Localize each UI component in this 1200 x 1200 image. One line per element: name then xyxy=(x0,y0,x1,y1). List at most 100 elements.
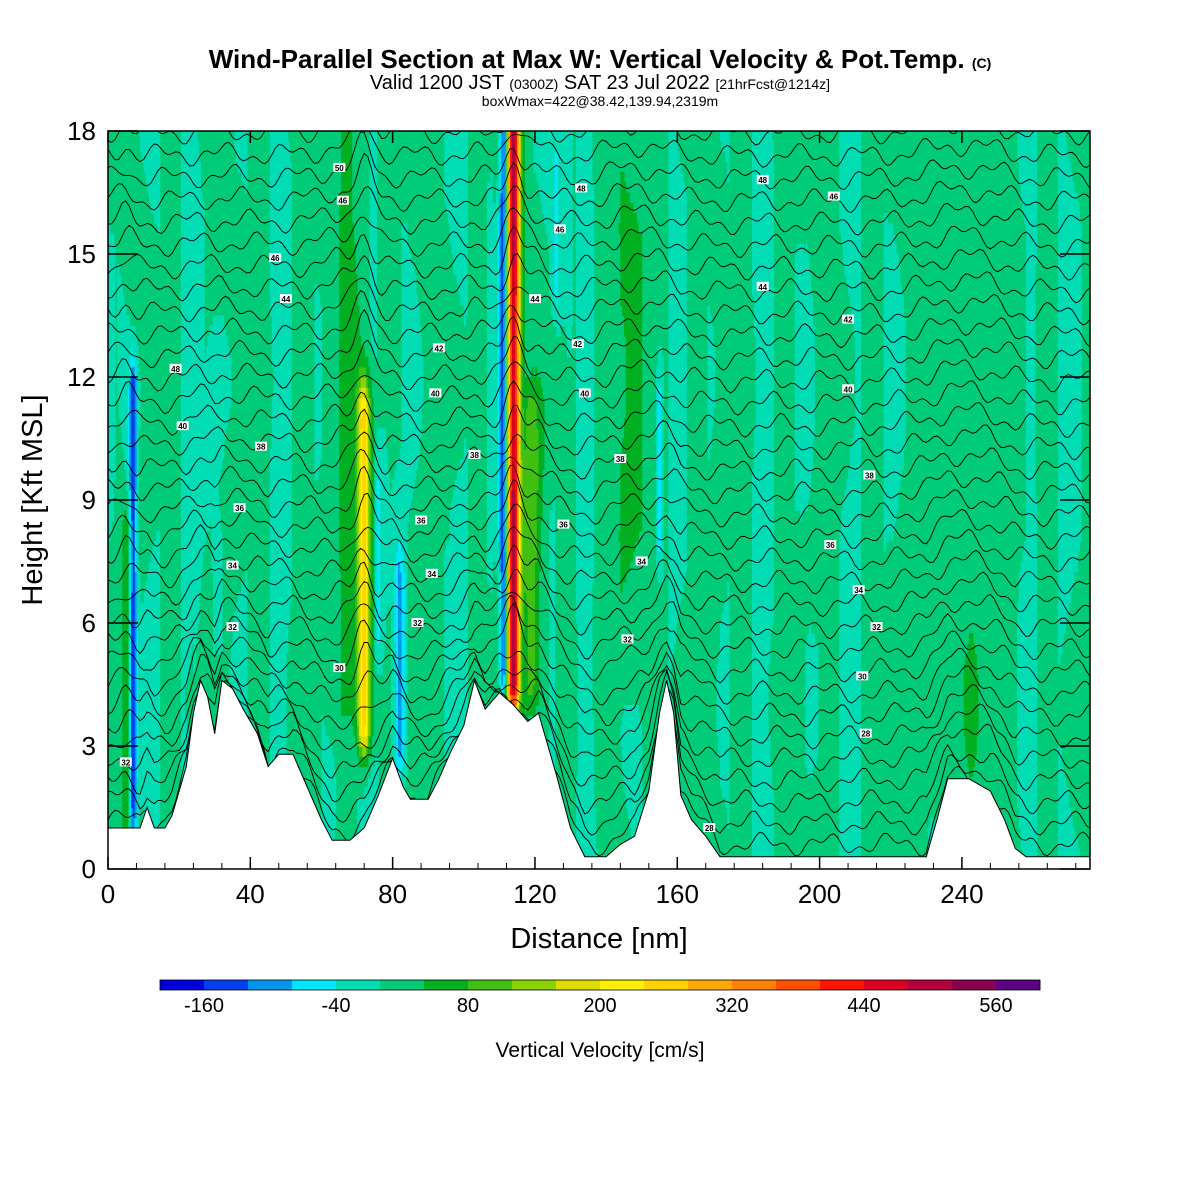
velocity-cell xyxy=(1024,131,1027,224)
velocity-cell xyxy=(1034,500,1038,869)
velocity-cell xyxy=(753,428,757,869)
velocity-cell xyxy=(535,366,538,399)
velocity-cell xyxy=(807,633,810,778)
theta-label-box xyxy=(425,568,438,578)
velocity-cell xyxy=(887,223,890,542)
velocity-cell xyxy=(499,192,502,573)
velocity-cell xyxy=(401,551,404,768)
velocity-cell xyxy=(499,131,502,194)
velocity-cell xyxy=(364,735,367,747)
velocity-cell xyxy=(901,295,904,470)
velocity-cell xyxy=(189,131,193,655)
velocity-cell xyxy=(808,623,812,778)
velocity-cell xyxy=(848,131,851,296)
colorbar-swatch xyxy=(820,980,865,990)
velocity-cell xyxy=(127,387,130,470)
velocity-cell xyxy=(659,387,662,552)
theta-label: 32 xyxy=(413,619,422,628)
theta-label: 32 xyxy=(121,758,130,767)
velocity-cell xyxy=(284,131,287,869)
velocity-cell xyxy=(321,715,324,869)
velocity-cell xyxy=(364,387,367,399)
velocity-cell xyxy=(659,551,662,583)
velocity-cell xyxy=(639,725,643,860)
velocity-cell xyxy=(535,397,538,563)
velocity-cell xyxy=(816,643,819,757)
theta-label-box xyxy=(824,540,837,550)
velocity-cell xyxy=(454,479,458,869)
velocity-cell xyxy=(755,131,758,869)
velocity-cell xyxy=(333,776,337,829)
velocity-cell xyxy=(620,172,623,306)
velocity-cell xyxy=(1017,131,1020,163)
velocity-cell xyxy=(529,397,532,696)
theta-label: 38 xyxy=(470,451,479,460)
velocity-cell xyxy=(134,336,138,368)
velocity-cell xyxy=(545,131,548,235)
theta-label-box xyxy=(119,757,132,767)
velocity-cell xyxy=(188,131,191,665)
velocity-cell xyxy=(892,233,895,532)
theta-label-box xyxy=(333,162,346,172)
velocity-cell xyxy=(627,192,630,573)
colorbar-swatch xyxy=(336,980,381,990)
velocity-cell xyxy=(380,428,383,675)
velocity-cell xyxy=(236,131,239,163)
velocity-cell xyxy=(639,233,643,532)
velocity-cell xyxy=(456,131,460,286)
velocity-cell xyxy=(364,756,367,768)
velocity-cell xyxy=(369,131,372,327)
velocity-cell xyxy=(376,643,379,675)
chart-title-text: Wind-Parallel Section at Max W: Vertical… xyxy=(208,44,965,74)
velocity-cell xyxy=(362,377,365,388)
velocity-cell xyxy=(125,315,129,491)
velocity-cell xyxy=(1018,571,1022,829)
theta-label-box xyxy=(578,388,591,398)
velocity-cell xyxy=(796,243,799,511)
velocity-cell xyxy=(554,295,557,327)
colorbar-tick-label: 80 xyxy=(457,995,479,1017)
velocity-cell xyxy=(522,407,525,634)
velocity-cell xyxy=(366,377,369,388)
velocity-cell xyxy=(558,131,561,337)
velocity-cell xyxy=(385,448,388,614)
velocity-cell xyxy=(718,653,721,757)
velocity-cell xyxy=(522,131,525,409)
velocity-cell xyxy=(810,295,814,470)
velocity-cell xyxy=(675,131,678,624)
velocity-cell xyxy=(275,131,278,869)
velocity-cell xyxy=(364,377,367,388)
velocity-cell xyxy=(357,725,360,747)
velocity-cell xyxy=(271,397,275,869)
velocity-cell xyxy=(894,243,897,522)
velocity-cell xyxy=(721,612,725,798)
velocity-cell xyxy=(533,131,536,173)
colorbar-swatch xyxy=(732,980,777,990)
velocity-cell xyxy=(225,336,228,429)
velocity-cell xyxy=(720,131,723,142)
velocity-cell xyxy=(760,131,764,869)
velocity-cell xyxy=(673,131,677,645)
theta-label-box xyxy=(635,556,648,566)
velocity-cell xyxy=(757,131,760,869)
velocity-cell xyxy=(369,735,372,757)
velocity-cell xyxy=(515,131,518,296)
velocity-cell xyxy=(501,192,504,573)
velocity-cell xyxy=(451,500,454,869)
theta-label: 32 xyxy=(872,623,881,632)
velocity-cell xyxy=(551,510,554,869)
velocity-cell xyxy=(513,684,516,696)
velocity-cell xyxy=(495,182,499,573)
velocity-cell xyxy=(488,182,492,583)
theta-contour-line xyxy=(108,185,1090,236)
velocity-cell xyxy=(584,131,588,869)
velocity-cell xyxy=(510,264,513,491)
velocity-cell xyxy=(851,438,854,869)
velocity-cell xyxy=(752,469,755,869)
velocity-cell xyxy=(351,223,355,727)
velocity-cell xyxy=(325,735,328,869)
colorbar-swatch xyxy=(380,980,425,990)
velocity-cell xyxy=(362,735,365,747)
colorbar-swatch xyxy=(160,980,205,990)
velocity-cell xyxy=(657,346,661,388)
